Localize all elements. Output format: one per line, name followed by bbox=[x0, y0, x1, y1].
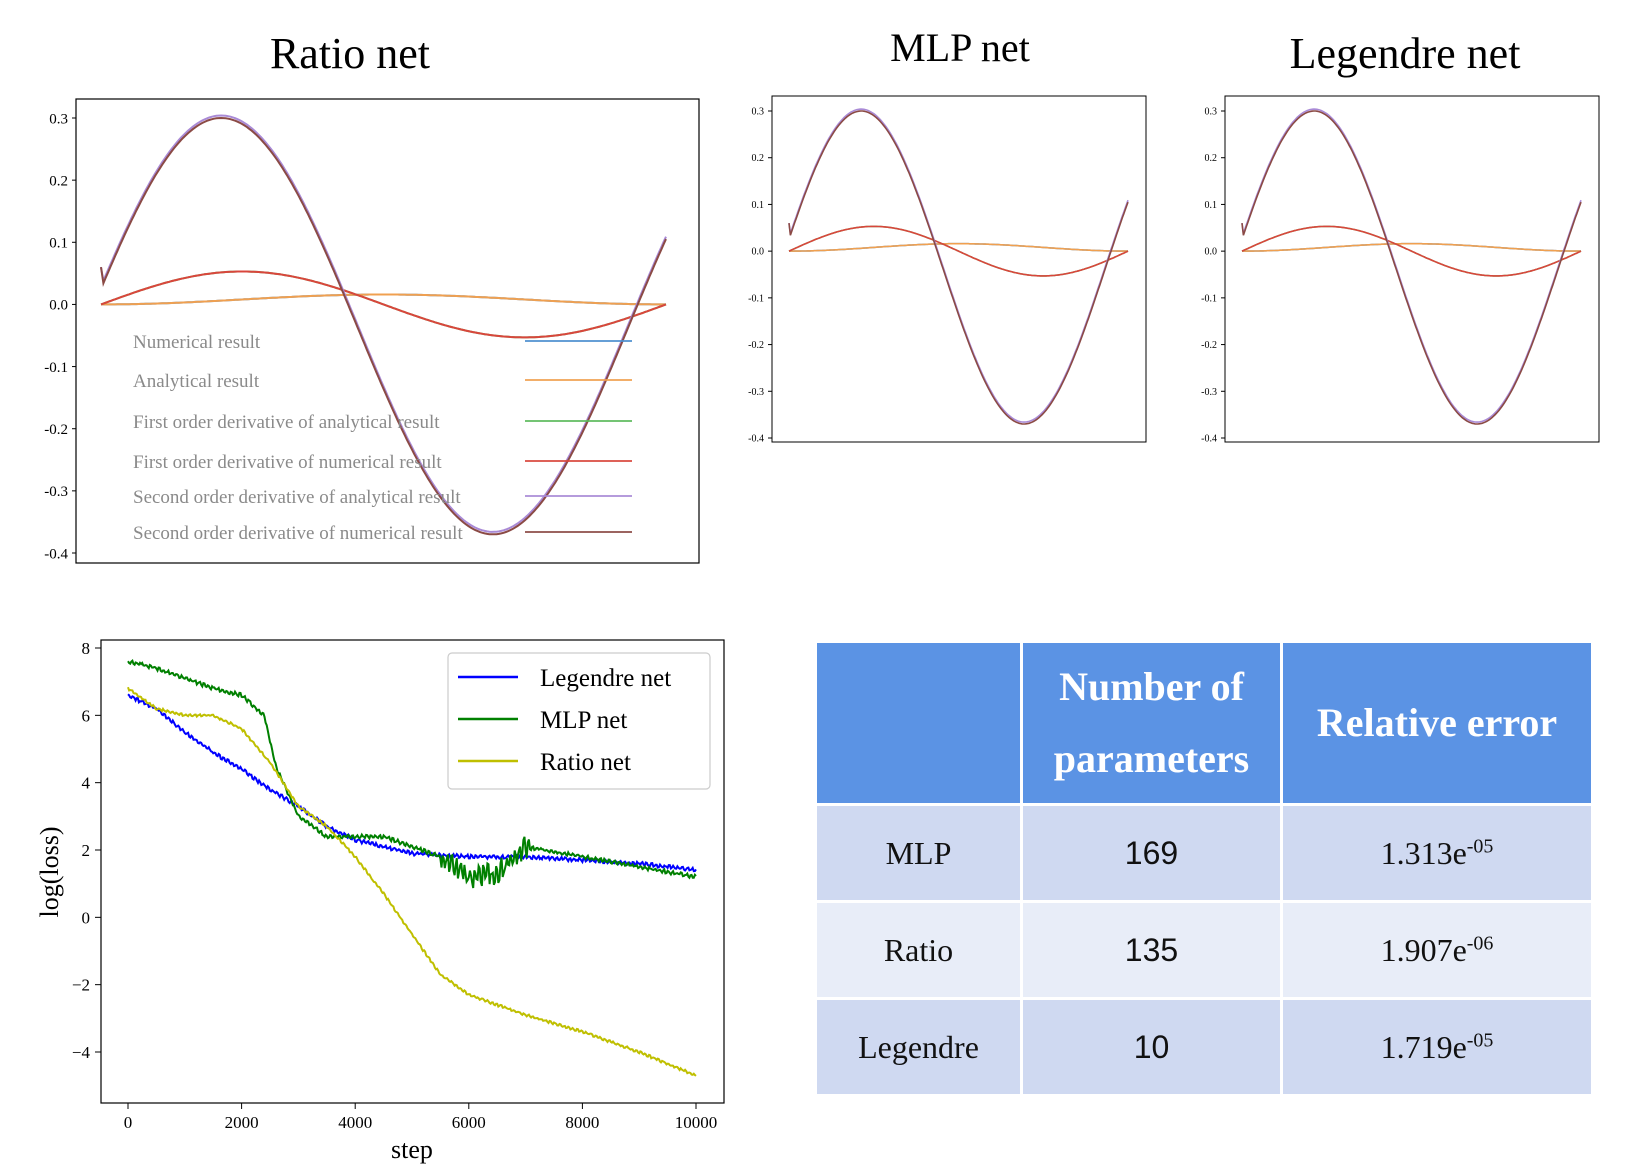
y-tick-label: 0.1 bbox=[1205, 200, 1218, 211]
series-line bbox=[127, 659, 697, 889]
y-tick-label: 0.0 bbox=[752, 247, 765, 258]
param-count: 10 bbox=[1020, 997, 1283, 1097]
mlp-curves bbox=[788, 108, 1129, 425]
y-tick-label: -0.2 bbox=[748, 340, 764, 351]
table-header-empty bbox=[814, 640, 1023, 806]
series-line bbox=[101, 293, 666, 306]
series-line bbox=[1241, 225, 1582, 277]
ratio-net-plot: 0.3 0.2 0.1 0.0 -0.1 -0.2 -0.3 -0.4 Numerical r… bbox=[44, 98, 700, 564]
y-tick-label: −2 bbox=[72, 976, 90, 995]
y-tick-label: 0.2 bbox=[49, 173, 68, 189]
mlp-net-plot: 0.3 0.2 0.1 0.0 -0.1 -0.2 -0.3 -0.4 bbox=[748, 95, 1147, 445]
y-tick-label: -0.4 bbox=[1201, 434, 1217, 445]
y-tick-label: 0.1 bbox=[752, 200, 765, 211]
legendre-net-title: Legendre net bbox=[1289, 29, 1521, 78]
series-line bbox=[788, 225, 1129, 277]
y-tick-label: -0.4 bbox=[748, 434, 764, 445]
y-tick-label: 0.2 bbox=[752, 153, 765, 164]
series-line bbox=[100, 114, 667, 533]
legend-entry-label: First order derivative of analytical res… bbox=[133, 412, 440, 433]
relative-error: 1.313e-05 bbox=[1280, 803, 1594, 903]
results-table: Number of parameters Relative error MLP … bbox=[814, 640, 1594, 1097]
loss-y-label: log(loss) bbox=[35, 827, 64, 918]
y-tick-label: 0.1 bbox=[49, 236, 68, 252]
y-tick-label: 4 bbox=[82, 774, 91, 793]
y-tick-label: 0.2 bbox=[1205, 153, 1218, 164]
y-tick-label: -0.1 bbox=[44, 360, 68, 376]
y-tick-label: -0.2 bbox=[1201, 340, 1217, 351]
ratio-net-title: Ratio net bbox=[269, 29, 431, 78]
legend-label: Legendre net bbox=[540, 665, 671, 692]
legend-entry-label: First order derivative of numerical resu… bbox=[133, 452, 442, 473]
series-line bbox=[1241, 108, 1582, 423]
x-tick-label: 2000 bbox=[225, 1113, 259, 1132]
x-tick-label: 4000 bbox=[338, 1113, 372, 1132]
ratio-legend: Numerical result Analytical result First o… bbox=[133, 332, 632, 544]
series-line bbox=[127, 686, 697, 1077]
y-tick-label: -0.1 bbox=[1201, 293, 1217, 304]
legendre-y-ticks: 0.3 0.2 0.1 0.0 -0.1 -0.2 -0.3 -0.4 bbox=[1201, 107, 1225, 445]
series-line bbox=[1242, 242, 1581, 252]
param-count: 169 bbox=[1020, 803, 1283, 903]
legend-label: Ratio net bbox=[540, 749, 631, 776]
legend-entry-label: Analytical result bbox=[133, 371, 260, 392]
y-tick-label: 0.3 bbox=[1205, 107, 1218, 118]
loss-y-ticks: 8 6 4 2 0 −2 −4 bbox=[72, 639, 101, 1062]
mlp-net-title: MLP net bbox=[890, 25, 1030, 70]
x-tick-label: 8000 bbox=[565, 1113, 599, 1132]
loss-x-ticks: 0 2000 4000 6000 8000 10000 bbox=[124, 1103, 718, 1132]
ratio-curves bbox=[100, 114, 667, 536]
relative-error: 1.907e-06 bbox=[1280, 900, 1594, 1000]
y-tick-label: 0.3 bbox=[752, 107, 765, 118]
series-line bbox=[788, 110, 1129, 425]
y-tick-label: -0.4 bbox=[44, 546, 68, 562]
series-line bbox=[100, 270, 667, 339]
y-tick-label: 0.0 bbox=[1205, 247, 1218, 258]
y-tick-label: -0.3 bbox=[748, 387, 764, 398]
legendre-curves bbox=[1241, 108, 1582, 425]
series-line bbox=[1241, 110, 1582, 425]
series-line bbox=[100, 116, 667, 536]
loss-plot: 8 6 4 2 0 −2 −4 0 2000 4000 6000 8000 10000 step lo… bbox=[35, 639, 725, 1164]
y-tick-label: −4 bbox=[72, 1043, 91, 1062]
x-tick-label: 10000 bbox=[675, 1113, 718, 1132]
mlp-y-ticks: 0.3 0.2 0.1 0.0 -0.1 -0.2 -0.3 -0.4 bbox=[748, 107, 772, 445]
loss-x-label: step bbox=[391, 1135, 433, 1164]
table-row: Ratio 135 1.907e-06 bbox=[814, 900, 1594, 1000]
x-tick-label: 0 bbox=[124, 1113, 133, 1132]
loss-legend: Legendre net MLP net Ratio net bbox=[447, 652, 711, 790]
table-row: Legendre 10 1.719e-05 bbox=[814, 997, 1594, 1097]
model-name: Legendre bbox=[814, 997, 1023, 1097]
loss-curves bbox=[127, 659, 697, 1077]
ratio-y-ticks: 0.3 0.2 0.1 0.0 -0.1 -0.2 -0.3 -0.4 bbox=[44, 111, 76, 562]
table-header-params: Number of parameters bbox=[1020, 640, 1283, 806]
legendre-net-plot: 0.3 0.2 0.1 0.0 -0.1 -0.2 -0.3 -0.4 bbox=[1201, 95, 1600, 445]
y-tick-label: 2 bbox=[82, 841, 91, 860]
legend-label: MLP net bbox=[540, 707, 627, 734]
relative-error: 1.719e-05 bbox=[1280, 997, 1594, 1097]
y-tick-label: -0.3 bbox=[44, 484, 68, 500]
table-header-error: Relative error bbox=[1280, 640, 1594, 806]
y-tick-label: 0 bbox=[82, 908, 91, 927]
model-name: MLP bbox=[814, 803, 1023, 903]
y-tick-label: 0.0 bbox=[49, 298, 68, 314]
param-count: 135 bbox=[1020, 900, 1283, 1000]
y-tick-label: 6 bbox=[82, 706, 91, 725]
y-tick-label: -0.2 bbox=[44, 422, 68, 438]
y-tick-label: -0.1 bbox=[748, 293, 764, 304]
y-tick-label: -0.3 bbox=[1201, 387, 1217, 398]
x-tick-label: 6000 bbox=[452, 1113, 486, 1132]
table-row: MLP 169 1.313e-05 bbox=[814, 803, 1594, 903]
legend-entry-label: Second order derivative of numerical res… bbox=[133, 523, 463, 544]
y-tick-label: 0.3 bbox=[49, 111, 68, 127]
model-name: Ratio bbox=[814, 900, 1023, 1000]
series-line bbox=[789, 242, 1128, 252]
legend-entry-label: Second order derivative of analytical re… bbox=[133, 487, 461, 508]
y-tick-label: 8 bbox=[82, 639, 91, 658]
legend-entry-label: Numerical result bbox=[133, 332, 261, 353]
